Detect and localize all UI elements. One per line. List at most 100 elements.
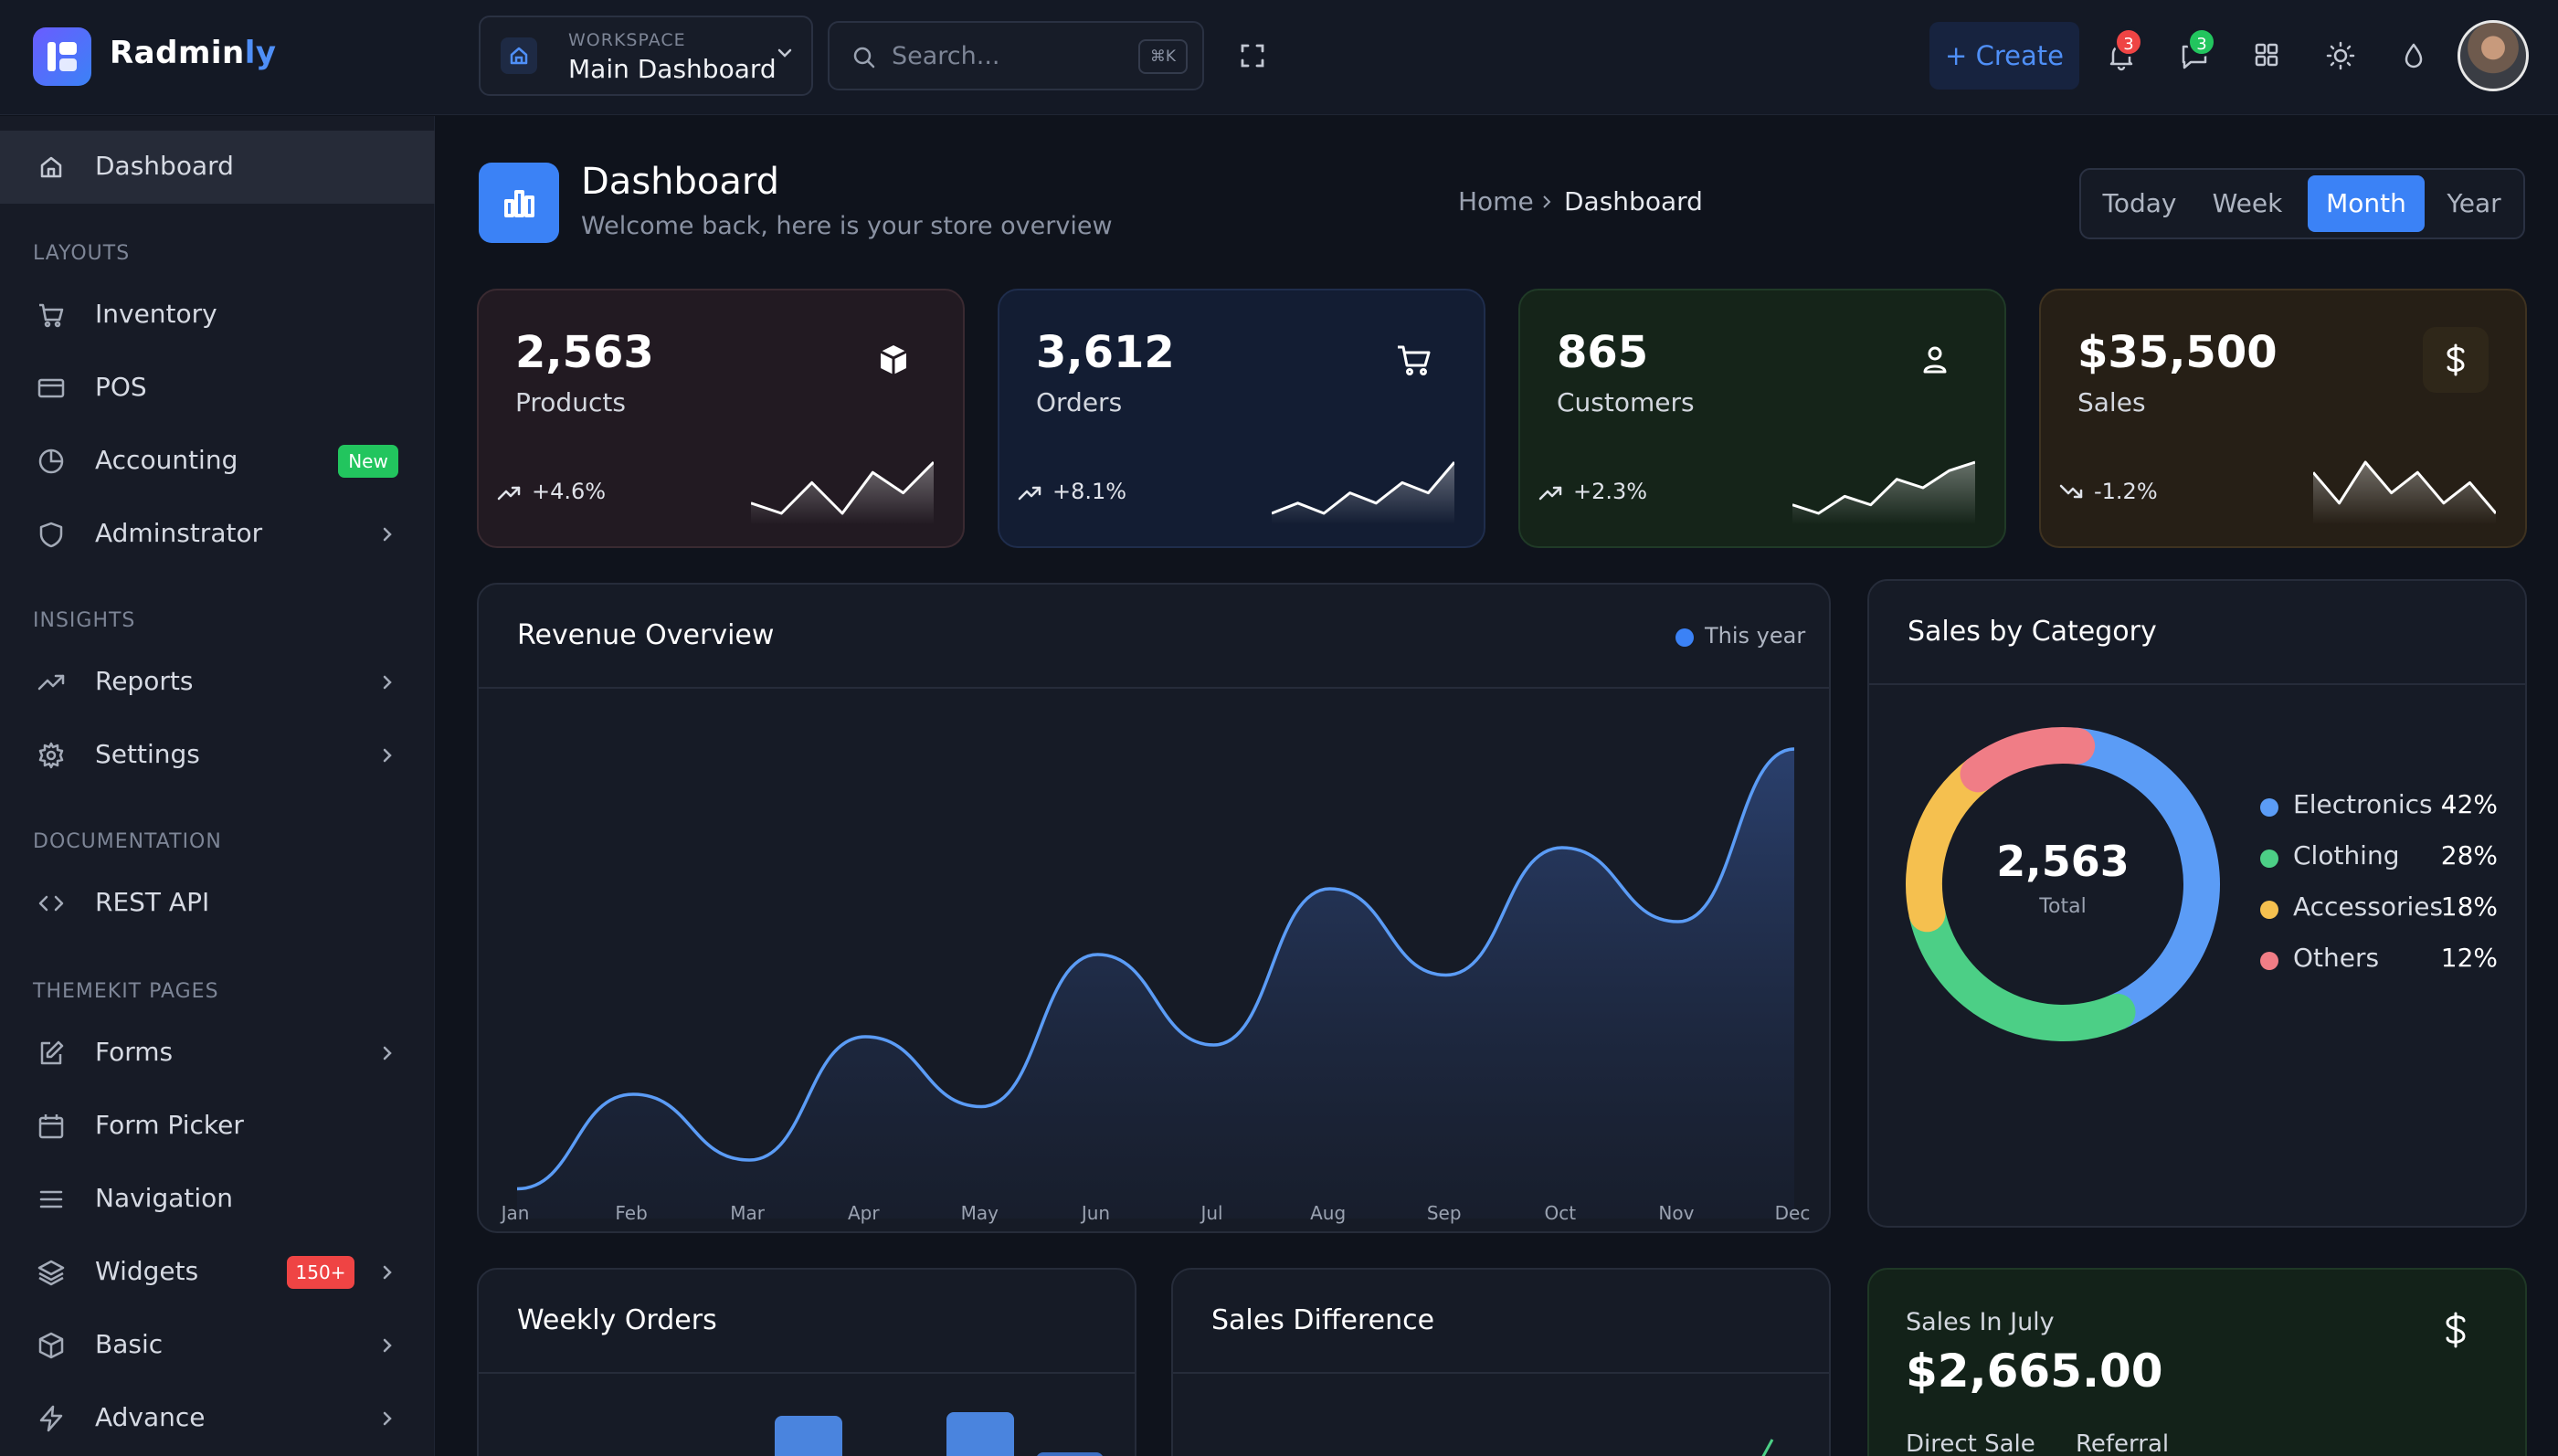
sidebar-item-form-picker[interactable]: Form Picker: [0, 1090, 435, 1163]
messages-badge: 3: [2187, 27, 2216, 57]
sparkline-area: [751, 462, 934, 524]
sidebar-item-settings[interactable]: Settings: [0, 719, 435, 792]
stat-card-customers[interactable]: 865 Customers +2.3%: [1518, 289, 2006, 548]
logo-mark: [33, 27, 91, 86]
stat-value: $35,500: [2077, 327, 2278, 378]
legend-dot: [1675, 628, 1694, 647]
revenue-overview-card: Revenue Overview This year: [477, 583, 1831, 1233]
sidebar-item-widgets[interactable]: Widgets 150+: [0, 1236, 435, 1309]
x-tick-label: Mar: [730, 1202, 766, 1224]
layers-icon: [37, 1258, 66, 1287]
avatar[interactable]: [2458, 20, 2529, 91]
stat-card-sales[interactable]: $35,500 Sales -1.2%: [2039, 289, 2527, 548]
revenue-area: [517, 749, 1794, 1219]
sparkline-line: [1272, 461, 1454, 515]
divider: [479, 687, 1829, 689]
stat-value: 3,612: [1036, 327, 1175, 378]
legend-dot: [2260, 901, 2278, 919]
donut-slice: [1960, 727, 2096, 793]
bar: [775, 1416, 842, 1456]
donut-slice: [1908, 895, 2136, 1041]
category-donut-chart[interactable]: [1902, 723, 2224, 1045]
create-button[interactable]: + Create: [1929, 22, 2079, 90]
sidebar-item-dashboard[interactable]: Dashboard: [0, 131, 435, 204]
period-today[interactable]: Today: [2102, 188, 2177, 218]
card-title: Sales Difference: [1211, 1304, 1435, 1336]
tab-direct-sale[interactable]: Direct Sale: [1906, 1430, 2035, 1456]
box-icon: [37, 1331, 66, 1360]
sidebar-item-rest-api[interactable]: REST API: [0, 867, 435, 940]
sidebar-section-insights: INSIGHTS: [33, 609, 136, 632]
trend-up-icon: [495, 482, 523, 502]
search-box[interactable]: Search... ⌘K: [828, 21, 1204, 90]
page-subtitle: Welcome back, here is your store overvie…: [581, 212, 1113, 240]
divider: [1173, 1372, 1829, 1374]
period-week[interactable]: Week: [2212, 188, 2283, 218]
breadcrumb-home[interactable]: Home: [1458, 186, 1534, 216]
sparkline: [1792, 460, 1975, 524]
sidebar-item-pos[interactable]: POS: [0, 352, 435, 425]
sidebar-item-label: POS: [95, 372, 147, 402]
sidebar-item-label: Inventory: [95, 299, 217, 329]
zap-icon: [37, 1404, 66, 1433]
search-shortcut: ⌘K: [1138, 39, 1188, 74]
legend-value: 12%: [2440, 943, 2498, 973]
breadcrumb-current: Dashboard: [1564, 186, 1703, 216]
sidebar-item-label: Dashboard: [95, 151, 234, 181]
sales-in-july-card: Sales In July $2,665.00 Direct Sale Refe…: [1867, 1268, 2527, 1456]
sparkline: [1272, 461, 1454, 524]
x-tick-label: Jun: [1081, 1202, 1111, 1224]
workspace-selector[interactable]: WORKSPACE Main Dashboard: [479, 16, 813, 96]
sidebar-item-advance[interactable]: Advance: [0, 1382, 435, 1455]
stat-card-products[interactable]: 2,563 Products +4.6%: [477, 289, 965, 548]
x-tick-label: May: [960, 1202, 999, 1224]
legend-value: 18%: [2440, 892, 2498, 922]
sun-icon[interactable]: [2322, 37, 2359, 74]
top-bar: Radminly WORKSPACE Main Dashboard Search…: [0, 0, 2558, 115]
difference-line: [1761, 1439, 1774, 1456]
period-selector: Today Week Month Year: [2079, 168, 2525, 239]
stat-label: Products: [515, 387, 626, 417]
sidebar-section-themekit-pages: THEMEKIT PAGES: [33, 980, 219, 1003]
stat-change: +2.3%: [1573, 479, 1648, 504]
sidebar-item-reports[interactable]: Reports: [0, 646, 435, 719]
credit-card-icon: [37, 374, 66, 403]
card-title: Sales In July: [1906, 1308, 2055, 1336]
sidebar-item-label: Form Picker: [95, 1110, 244, 1140]
sidebar-item-label: Forms: [95, 1037, 174, 1067]
count-tag: 150+: [287, 1256, 354, 1289]
droplet-icon[interactable]: [2395, 37, 2432, 74]
trend-up-icon: [1016, 482, 1043, 502]
sidebar-item-navigation[interactable]: Navigation: [0, 1163, 435, 1236]
x-tick-label: Aug: [1310, 1202, 1347, 1224]
sidebar-item-label: Reports: [95, 666, 194, 696]
bar-chart-icon: [479, 163, 559, 243]
fullscreen-icon[interactable]: [1237, 40, 1268, 71]
sidebar-item-basic[interactable]: Basic: [0, 1309, 435, 1382]
search-input[interactable]: Search...: [892, 42, 1000, 70]
period-month[interactable]: Month: [2308, 175, 2425, 232]
home-icon: [501, 37, 537, 74]
stat-card-orders[interactable]: 3,612 Orders +8.1%: [998, 289, 1485, 548]
menu-icon: [37, 1185, 66, 1214]
apps-grid-icon[interactable]: [2249, 37, 2284, 72]
trending-icon: [37, 668, 66, 697]
bar: [1036, 1452, 1104, 1456]
stat-value: 865: [1557, 327, 1649, 378]
app-logo-text[interactable]: Radminly: [110, 35, 277, 71]
revenue-area-chart[interactable]: [479, 689, 1831, 1233]
sidebar-item-adminstrator[interactable]: Adminstrator: [0, 498, 435, 571]
tab-referral[interactable]: Referral: [2076, 1430, 2170, 1456]
chevron-down-icon: [775, 43, 795, 63]
legend-value: 28%: [2440, 840, 2498, 870]
sidebar-item-inventory[interactable]: Inventory: [0, 279, 435, 352]
trend-up-icon: [1537, 482, 1564, 502]
donut-total: 2,563: [1996, 837, 2130, 886]
sidebar-section-documentation: DOCUMENTATION: [33, 830, 222, 853]
sidebar-item-accounting[interactable]: Accounting New: [0, 425, 435, 498]
chevron-right-icon: [378, 673, 396, 691]
sidebar-item-label: Advance: [95, 1402, 206, 1432]
sparkline-line: [2313, 460, 2496, 514]
period-year[interactable]: Year: [2447, 188, 2501, 218]
sidebar-item-forms[interactable]: Forms: [0, 1017, 435, 1090]
